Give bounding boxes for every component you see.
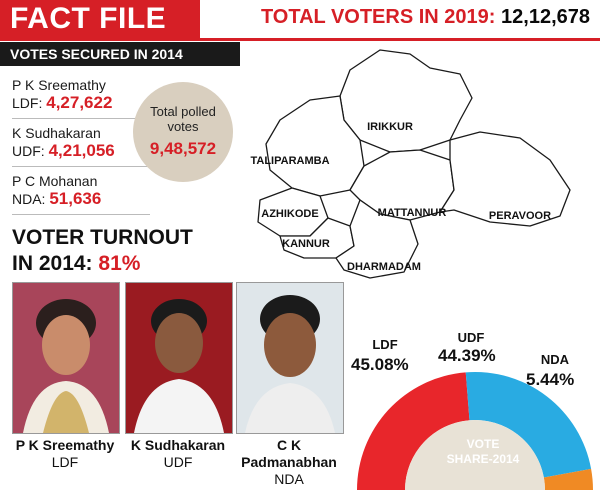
map-label-dharmadam: DHARMADAM xyxy=(347,261,421,273)
vote-share-title-line1: VOTE xyxy=(466,437,500,451)
vote-share-slice-nda xyxy=(543,468,593,490)
caption-name: K Sudhakaran xyxy=(130,437,226,453)
photo-sudhakaran xyxy=(125,282,233,434)
candidate-1: P K Sreemathy LDF: 4,27,622 xyxy=(12,76,112,112)
polled-votes-circle: Total polled votes 9,48,572 xyxy=(133,82,233,182)
candidate-name: P C Mohanan xyxy=(12,173,98,189)
portrait-icon xyxy=(13,283,119,433)
region-irikkur xyxy=(339,49,473,153)
photo-padmanabhan xyxy=(236,282,344,434)
candidate-votes: 4,27,622 xyxy=(46,93,113,112)
candidate-3: P C Mohanan NDA: 51,636 xyxy=(12,172,101,208)
photo-caption-1: P K Sreemathy LDF xyxy=(6,437,124,471)
udf-pct: 44.39% xyxy=(438,346,496,365)
udf-label: UDF xyxy=(457,330,485,345)
portrait-icon xyxy=(237,283,343,433)
vote-share-slice-udf xyxy=(465,372,592,478)
ldf-label: LDF xyxy=(372,337,398,352)
candidate-name: K Sudhakaran xyxy=(12,125,101,141)
nda-label: NDA xyxy=(540,352,570,367)
ldf-pct: 45.08% xyxy=(351,355,409,374)
region-peravoor xyxy=(439,131,571,227)
total-voters: TOTAL VOTERS IN 2019: 12,12,678 xyxy=(261,6,590,29)
map-label-kannur: KANNUR xyxy=(282,238,330,250)
turnout-line2-prefix: IN 2014: xyxy=(12,252,93,275)
candidate-party: NDA: xyxy=(12,191,46,207)
caption-party: NDA xyxy=(274,471,304,487)
divider xyxy=(12,166,150,167)
caption-name: C K Padmanabhan xyxy=(241,437,337,470)
vote-share-donut xyxy=(357,372,593,490)
caption-party: LDF xyxy=(51,454,79,470)
fact-file-title: FACT FILE xyxy=(0,0,200,38)
vote-share-title: VOTE SHARE-2014 xyxy=(438,437,528,467)
candidate-2: K Sudhakaran UDF: 4,21,056 xyxy=(12,124,115,160)
polled-votes-value: 9,48,572 xyxy=(149,139,217,158)
divider xyxy=(12,214,150,215)
map-label-azhikode: AZHIKODE xyxy=(261,208,318,220)
map-label-irikkur: IRIKKUR xyxy=(367,121,413,133)
map-label-peravoor: PERAVOOR xyxy=(489,210,551,222)
header-bar: FACT FILE TOTAL VOTERS IN 2019: 12,12,67… xyxy=(0,0,600,41)
vote-share-title-line2: SHARE-2014 xyxy=(446,452,520,466)
total-voters-label: TOTAL VOTERS IN 2019: xyxy=(260,6,496,28)
turnout-value: 81% xyxy=(98,252,141,275)
polled-votes-label: Total polled votes xyxy=(150,104,216,134)
photo-caption-2: K Sudhakaran UDF xyxy=(122,437,234,471)
caption-party: UDF xyxy=(163,454,193,470)
candidate-party: LDF: xyxy=(12,95,43,111)
voter-turnout: VOTER TURNOUT IN 2014: 81% xyxy=(12,225,193,277)
photo-sreemathy xyxy=(12,282,120,434)
candidate-votes: 4,21,056 xyxy=(48,141,115,160)
votes-secured-heading: VOTES SECURED IN 2014 xyxy=(0,42,240,66)
total-voters-value: 12,12,678 xyxy=(501,6,590,28)
portrait-icon xyxy=(126,283,232,433)
region-dharmadam xyxy=(335,199,419,279)
map-label-mattannur: MATTANNUR xyxy=(378,207,447,219)
constituency-map: IRIKKUR TALIPARAMBA AZHIKODE MATTANNUR P… xyxy=(250,49,571,279)
vote-share-slice-ldf xyxy=(357,372,470,490)
caption-name: P K Sreemathy xyxy=(15,437,115,453)
vote-share-center xyxy=(405,420,545,490)
divider xyxy=(12,118,150,119)
candidate-party: UDF: xyxy=(12,143,45,159)
nda-pct: 5.44% xyxy=(526,370,575,389)
map-label-taliparamba: TALIPARAMBA xyxy=(250,155,329,167)
candidate-name: P K Sreemathy xyxy=(12,77,106,93)
photo-caption-3: C K Padmanabhan NDA xyxy=(230,437,348,488)
candidate-votes: 51,636 xyxy=(49,189,102,208)
turnout-line1: VOTER TURNOUT xyxy=(12,226,193,249)
